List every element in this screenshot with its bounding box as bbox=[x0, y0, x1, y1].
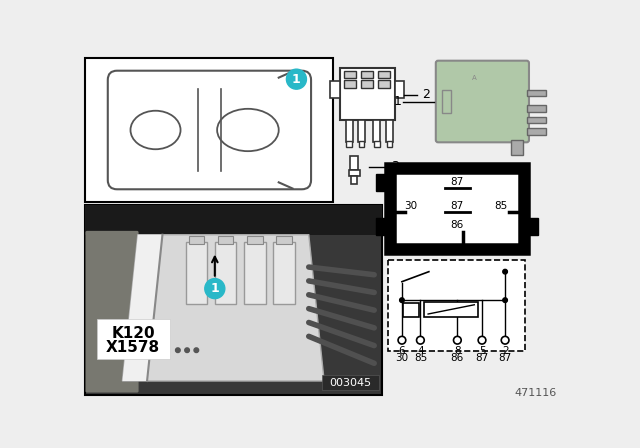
Text: 30: 30 bbox=[396, 353, 408, 363]
Bar bbox=[244, 242, 266, 304]
Bar bbox=[346, 141, 352, 147]
Text: X1578: X1578 bbox=[106, 340, 160, 355]
Text: 87: 87 bbox=[499, 353, 512, 363]
Bar bbox=[86, 58, 333, 202]
Bar bbox=[361, 80, 373, 88]
Bar bbox=[424, 302, 478, 317]
Text: 2: 2 bbox=[422, 88, 430, 101]
Bar bbox=[346, 120, 353, 142]
Text: K120: K120 bbox=[111, 326, 155, 341]
Circle shape bbox=[399, 298, 404, 302]
Text: 2: 2 bbox=[502, 346, 508, 356]
Bar bbox=[386, 120, 393, 142]
Bar bbox=[273, 242, 295, 304]
Bar bbox=[340, 68, 395, 120]
Bar bbox=[378, 80, 390, 88]
Circle shape bbox=[194, 348, 198, 353]
Circle shape bbox=[503, 269, 508, 274]
Text: 5: 5 bbox=[479, 346, 485, 356]
Bar bbox=[374, 141, 380, 147]
Bar bbox=[359, 141, 364, 147]
Circle shape bbox=[205, 279, 225, 299]
Circle shape bbox=[478, 336, 486, 344]
Bar bbox=[388, 260, 525, 351]
Text: 471116: 471116 bbox=[515, 388, 557, 397]
Circle shape bbox=[417, 336, 424, 344]
Circle shape bbox=[287, 69, 307, 89]
Bar bbox=[186, 242, 207, 304]
Text: 3: 3 bbox=[391, 160, 399, 173]
Ellipse shape bbox=[131, 111, 180, 149]
Circle shape bbox=[501, 336, 509, 344]
Bar bbox=[395, 82, 404, 99]
Bar bbox=[373, 120, 380, 142]
Text: A: A bbox=[472, 75, 477, 82]
Bar bbox=[344, 80, 356, 88]
Text: 6: 6 bbox=[399, 346, 405, 356]
Text: 8: 8 bbox=[454, 346, 461, 356]
Bar bbox=[376, 218, 390, 235]
Circle shape bbox=[398, 336, 406, 344]
FancyBboxPatch shape bbox=[108, 71, 311, 189]
Bar bbox=[344, 71, 356, 78]
Bar bbox=[361, 71, 373, 78]
FancyBboxPatch shape bbox=[86, 231, 139, 392]
Text: 87: 87 bbox=[476, 353, 488, 363]
Text: 86: 86 bbox=[451, 353, 464, 363]
Bar bbox=[86, 206, 382, 235]
Bar bbox=[527, 129, 546, 134]
Bar bbox=[330, 82, 340, 99]
Circle shape bbox=[185, 348, 189, 353]
Text: 87: 87 bbox=[451, 177, 464, 186]
Bar bbox=[351, 176, 357, 184]
Bar bbox=[387, 141, 392, 147]
Bar bbox=[527, 105, 546, 112]
Bar bbox=[189, 236, 204, 244]
Text: 86: 86 bbox=[451, 220, 464, 230]
Circle shape bbox=[175, 348, 180, 353]
Polygon shape bbox=[122, 235, 324, 381]
Bar bbox=[390, 168, 524, 249]
Text: 85: 85 bbox=[414, 353, 427, 363]
Bar bbox=[511, 140, 523, 155]
Text: 4: 4 bbox=[417, 346, 424, 356]
Text: 85: 85 bbox=[495, 201, 508, 211]
Bar bbox=[527, 90, 546, 96]
Text: 87: 87 bbox=[451, 201, 464, 211]
Bar bbox=[276, 236, 292, 244]
Bar bbox=[527, 117, 546, 123]
Bar bbox=[378, 71, 390, 78]
FancyBboxPatch shape bbox=[436, 60, 529, 142]
Bar bbox=[322, 375, 379, 390]
Bar bbox=[349, 170, 360, 176]
Ellipse shape bbox=[217, 109, 279, 151]
Bar bbox=[350, 156, 358, 170]
Bar bbox=[403, 303, 419, 317]
Bar bbox=[376, 174, 390, 191]
Circle shape bbox=[503, 298, 508, 302]
Bar bbox=[86, 206, 382, 395]
Bar bbox=[218, 236, 234, 244]
Bar bbox=[442, 90, 451, 113]
Text: 1: 1 bbox=[394, 95, 402, 108]
Bar bbox=[358, 120, 365, 142]
Bar bbox=[524, 218, 538, 235]
Text: 003045: 003045 bbox=[329, 378, 371, 388]
Bar bbox=[247, 236, 262, 244]
Polygon shape bbox=[122, 235, 163, 381]
Bar bbox=[215, 242, 236, 304]
Text: 1: 1 bbox=[211, 282, 219, 295]
Text: 1: 1 bbox=[292, 73, 301, 86]
Circle shape bbox=[454, 336, 461, 344]
Text: 30: 30 bbox=[404, 201, 418, 211]
Bar bbox=[97, 319, 170, 359]
